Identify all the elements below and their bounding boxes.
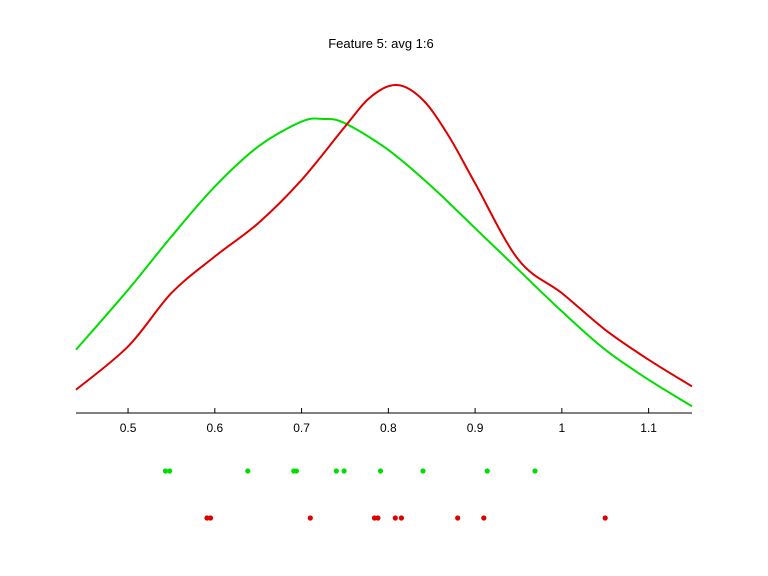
density-curve-2 (75, 83, 693, 391)
x-tick-label: 0.5 (120, 421, 137, 435)
sample-point-2 (375, 515, 381, 521)
sample-point-2 (481, 515, 487, 521)
sample-point-1 (484, 468, 490, 474)
sample-point-1 (333, 468, 339, 474)
sample-point-1 (341, 468, 347, 474)
x-tick-label: 0.6 (206, 421, 223, 435)
sample-point-1 (532, 468, 538, 474)
sample-point-1 (293, 468, 299, 474)
sample-point-2 (455, 515, 461, 521)
density-curves (75, 83, 693, 408)
x-tick-label: 0.8 (380, 421, 397, 435)
sample-point-1 (377, 468, 384, 474)
sample-point-1 (167, 468, 173, 474)
sample-point-2 (307, 515, 313, 521)
sample-point-1 (420, 468, 426, 474)
sample-point-2 (602, 515, 608, 521)
x-tick-label: 0.7 (293, 421, 310, 435)
x-tick-label: 0.9 (467, 421, 484, 435)
chart-title: Feature 5: avg 1:6 (328, 36, 434, 51)
sample-point-2 (392, 515, 398, 521)
sample-point-2 (398, 515, 404, 521)
x-axis-ticks: 0.5 0.6 0.7 0.8 0.9 1 1.1 (120, 408, 657, 435)
x-tick-label: 1.1 (640, 421, 657, 435)
sample-point-2 (207, 515, 214, 521)
density-curve-1 (75, 117, 693, 408)
sample-point-1 (162, 468, 168, 474)
x-tick-label: 1 (559, 421, 566, 435)
sample-points (162, 468, 608, 521)
sample-point-1 (245, 468, 251, 474)
